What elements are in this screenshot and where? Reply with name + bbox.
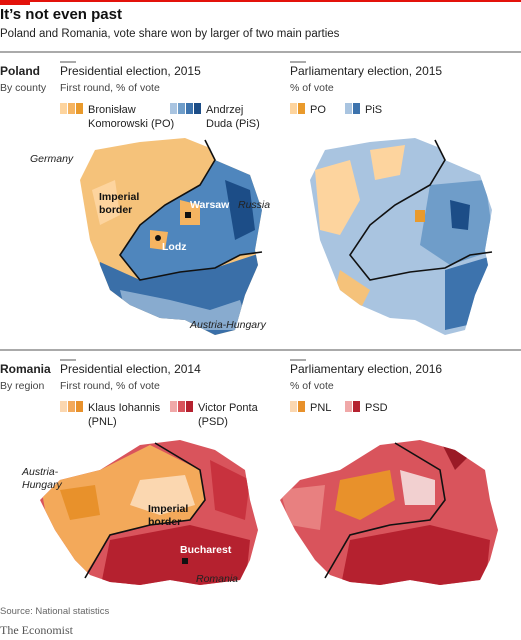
map bbox=[310, 138, 493, 335]
legend-label: (PNL) bbox=[88, 416, 117, 428]
swatch bbox=[194, 103, 201, 114]
swatch bbox=[290, 401, 297, 412]
swatch bbox=[68, 401, 75, 412]
map-label: Warsaw bbox=[190, 199, 230, 211]
swatch bbox=[76, 401, 83, 412]
swatch bbox=[170, 401, 177, 412]
map bbox=[80, 138, 262, 335]
imperial-border bbox=[349, 139, 493, 281]
legend-label: (PSD) bbox=[198, 416, 228, 428]
region bbox=[450, 200, 470, 230]
swatch bbox=[170, 103, 177, 114]
legend-label: Komorowski (PO) bbox=[88, 118, 174, 130]
city-marker bbox=[185, 212, 191, 218]
panel-title: Presidential election, 2014 bbox=[60, 362, 201, 376]
brand: The Economist bbox=[0, 623, 74, 637]
map bbox=[280, 440, 498, 585]
map-label: Germany bbox=[30, 153, 74, 165]
country: Romania bbox=[0, 362, 51, 376]
subtitle: Poland and Romania, vote share won by la… bbox=[0, 28, 340, 40]
swatch bbox=[298, 401, 305, 412]
region bbox=[400, 470, 435, 505]
map-label: Austria- bbox=[21, 466, 59, 478]
map-label: border bbox=[148, 516, 181, 528]
region bbox=[92, 180, 120, 225]
map-label: Lodz bbox=[162, 241, 187, 253]
map-label: Russia bbox=[238, 199, 270, 211]
region bbox=[130, 475, 195, 515]
swatch bbox=[68, 103, 75, 114]
region bbox=[315, 160, 360, 235]
panel: Presidential election, 2015 First round,… bbox=[30, 61, 270, 335]
panel-title: Parliamentary election, 2016 bbox=[290, 362, 442, 376]
unit: By county bbox=[0, 82, 47, 94]
imperial-border bbox=[324, 442, 446, 579]
swatch bbox=[60, 401, 67, 412]
swatch bbox=[60, 103, 67, 114]
panel-subtitle: First round, % of vote bbox=[60, 82, 160, 94]
swatch bbox=[290, 103, 297, 114]
map bbox=[40, 440, 258, 585]
panel-title: Presidential election, 2015 bbox=[60, 64, 201, 78]
legend-label: Duda (PiS) bbox=[206, 118, 260, 130]
swatch bbox=[186, 103, 193, 114]
region bbox=[335, 470, 395, 520]
legend-label: Andrzej bbox=[206, 104, 243, 116]
panel-subtitle: % of vote bbox=[290, 82, 334, 94]
city-marker bbox=[182, 558, 188, 564]
legend-label: PSD bbox=[365, 402, 388, 414]
legend-label: Bronisław bbox=[88, 104, 136, 116]
swatch bbox=[178, 401, 185, 412]
swatch bbox=[76, 103, 83, 114]
swatch bbox=[186, 401, 193, 412]
region bbox=[225, 180, 255, 240]
unit: By region bbox=[0, 380, 45, 392]
legend-label: PO bbox=[310, 104, 326, 116]
swatch bbox=[298, 103, 305, 114]
legend: Bronisław Komorowski (PO) Andrzej Duda (… bbox=[60, 103, 260, 130]
top-rule bbox=[0, 0, 521, 2]
panel-subtitle: First round, % of vote bbox=[60, 380, 160, 392]
map-label: Bucharest bbox=[180, 544, 232, 556]
region bbox=[100, 525, 250, 585]
panel: Parliamentary election, 2016 % of vote P… bbox=[280, 359, 498, 585]
imperial-border bbox=[84, 442, 206, 579]
swatch bbox=[353, 401, 360, 412]
panel-title: Parliamentary election, 2015 bbox=[290, 64, 442, 78]
region bbox=[340, 525, 490, 585]
map-label: Romania bbox=[196, 573, 238, 585]
panel: Presidential election, 2014 First round,… bbox=[21, 359, 259, 585]
swatch bbox=[345, 401, 352, 412]
region bbox=[280, 485, 325, 530]
region bbox=[335, 270, 370, 310]
swatch bbox=[345, 103, 352, 114]
title: It’s not even past bbox=[0, 6, 122, 23]
red-tab bbox=[0, 0, 30, 5]
legend-label: PiS bbox=[365, 104, 382, 116]
imperial-border bbox=[119, 139, 263, 281]
map-label: border bbox=[99, 204, 132, 216]
source: Source: National statistics bbox=[0, 606, 110, 617]
legend-label: Victor Ponta bbox=[198, 402, 259, 414]
map-label: Imperial bbox=[148, 503, 188, 515]
legend-label: Klaus Iohannis bbox=[88, 402, 161, 414]
map-label: Imperial bbox=[99, 191, 139, 203]
region bbox=[210, 460, 250, 520]
country: Poland bbox=[0, 64, 40, 78]
swatch bbox=[353, 103, 360, 114]
region bbox=[415, 210, 425, 222]
map-label: Hungary bbox=[22, 479, 62, 491]
panel: Parliamentary election, 2015 % of vote P… bbox=[290, 61, 493, 335]
legend-label: PNL bbox=[310, 402, 331, 414]
region bbox=[60, 485, 100, 520]
swatch bbox=[178, 103, 185, 114]
panel-subtitle: % of vote bbox=[290, 380, 334, 392]
region bbox=[370, 145, 405, 180]
city-marker bbox=[155, 235, 161, 241]
map-label: Austria-Hungary bbox=[189, 319, 267, 331]
